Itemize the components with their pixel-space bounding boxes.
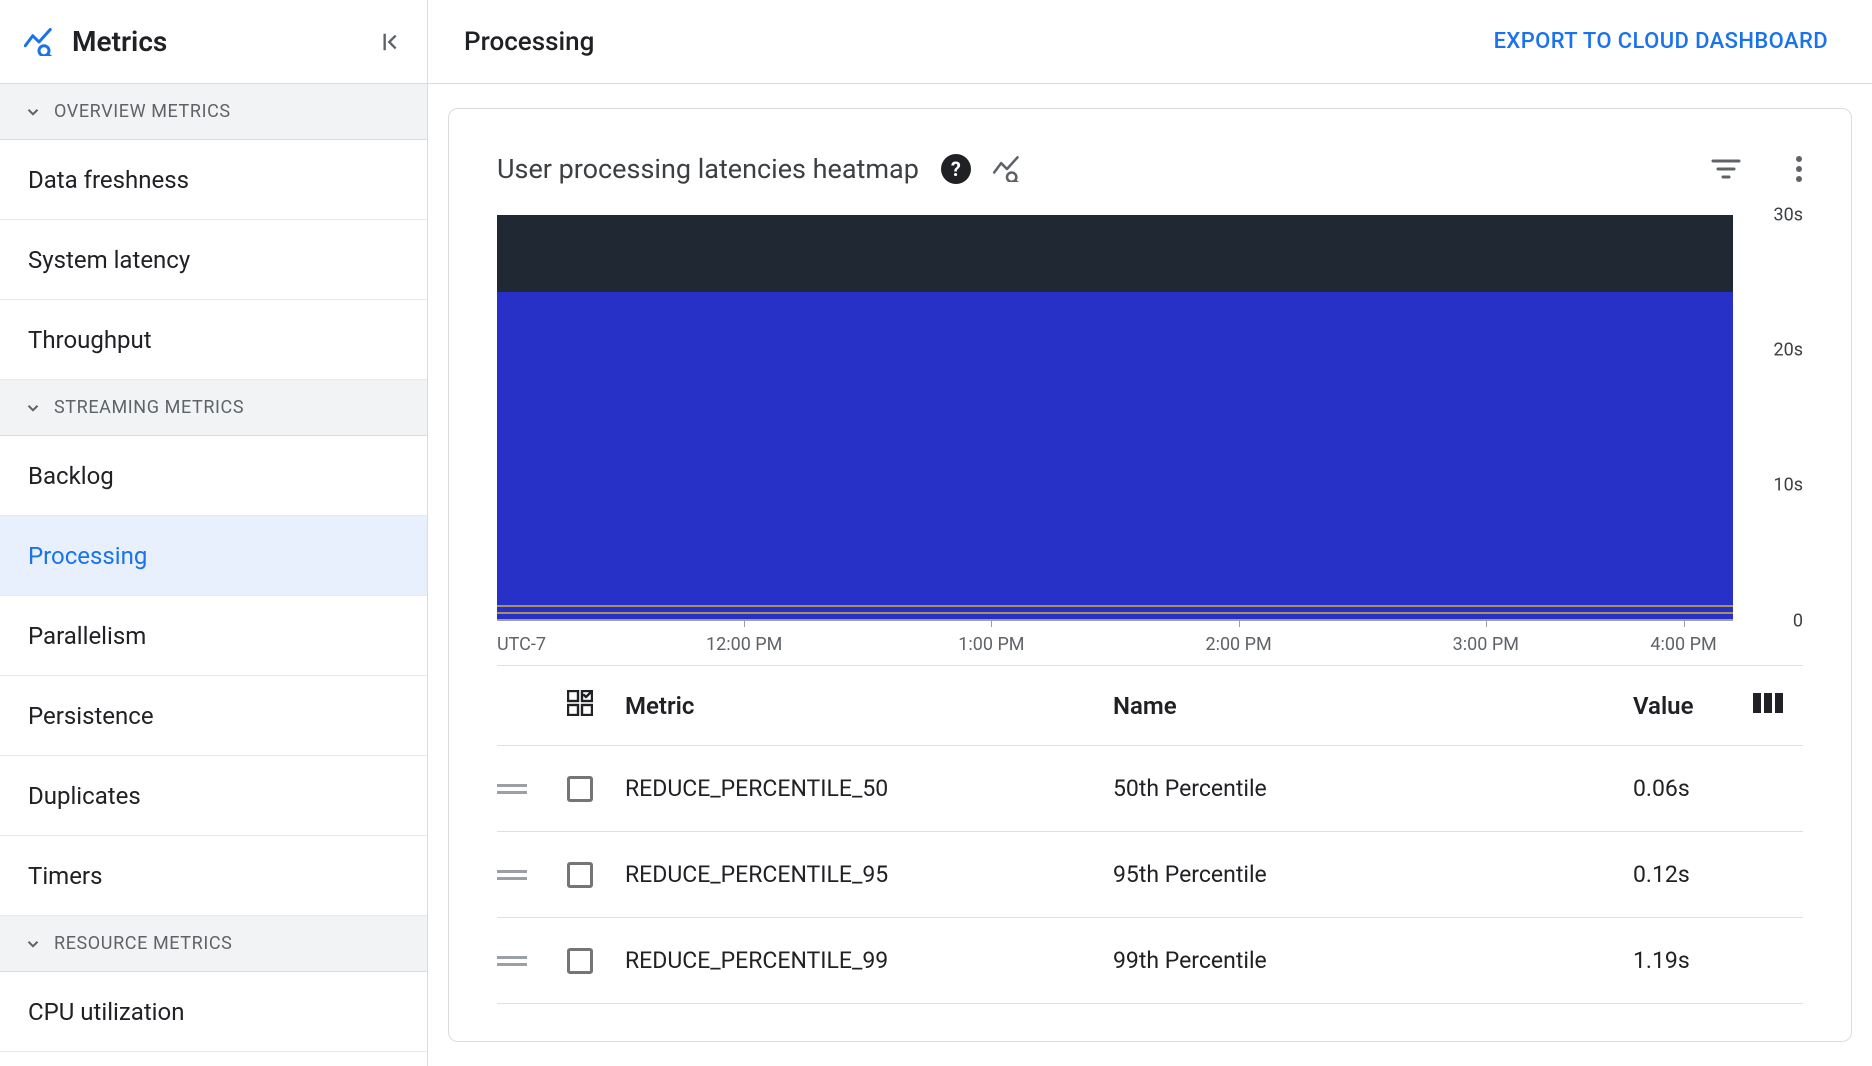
chart-x-label: 4:00 PM <box>1650 634 1716 655</box>
sidebar-section-header[interactable]: STREAMING METRICS <box>0 380 427 436</box>
sidebar-item-timers[interactable]: Timers <box>0 836 427 916</box>
sidebar-section-header[interactable]: RESOURCE METRICS <box>0 916 427 972</box>
drag-handle-icon[interactable] <box>497 784 527 794</box>
row-checkbox[interactable] <box>567 862 593 888</box>
column-header-name[interactable]: Name <box>1113 666 1633 746</box>
chevron-down-icon <box>24 935 42 953</box>
latency-card: User processing latencies heatmap ? <box>448 108 1852 1042</box>
chevron-down-icon <box>24 103 42 121</box>
export-to-dashboard-button[interactable]: EXPORT TO CLOUD DASHBOARD <box>1494 29 1828 54</box>
sidebar-section-header[interactable]: OVERVIEW METRICS <box>0 84 427 140</box>
cell-name: 99th Percentile <box>1113 918 1633 1004</box>
column-settings-icon[interactable] <box>1753 691 1783 715</box>
column-header-value[interactable]: Value <box>1633 666 1753 746</box>
chart-y-label: 0 <box>1793 611 1803 632</box>
metrics-logo-icon <box>24 28 54 56</box>
cell-value: 0.12s <box>1633 832 1753 918</box>
chart-x-label: 1:00 PM <box>958 634 1024 655</box>
cell-metric: REDUCE_PERCENTILE_95 <box>625 832 1113 918</box>
legend-filter-icon[interactable] <box>1711 157 1741 181</box>
chart-x-label: 2:00 PM <box>1205 634 1271 655</box>
sidebar-item-parallelism[interactable]: Parallelism <box>0 596 427 676</box>
chart-timezone-label: UTC-7 <box>497 634 546 655</box>
help-icon[interactable]: ? <box>941 154 971 184</box>
sidebar-item-persistence[interactable]: Persistence <box>0 676 427 756</box>
row-checkbox[interactable] <box>567 776 593 802</box>
sidebar-item-backlog[interactable]: Backlog <box>0 436 427 516</box>
select-all-grid-icon[interactable] <box>567 690 593 716</box>
cell-metric: REDUCE_PERCENTILE_99 <box>625 918 1113 1004</box>
card-title: User processing latencies heatmap <box>497 153 919 185</box>
sidebar-header: Metrics <box>0 0 427 84</box>
chevron-down-icon <box>24 399 42 417</box>
sidebar-section-label: STREAMING METRICS <box>54 397 244 418</box>
open-in-metrics-explorer-icon[interactable] <box>993 156 1021 182</box>
card-header: User processing latencies heatmap ? <box>497 153 1803 185</box>
table-row[interactable]: REDUCE_PERCENTILE_5050th Percentile0.06s <box>497 746 1803 832</box>
chart-y-label: 20s <box>1773 340 1803 361</box>
sidebar-item-duplicates[interactable]: Duplicates <box>0 756 427 836</box>
sidebar-item-data-freshness[interactable]: Data freshness <box>0 140 427 220</box>
main: Processing EXPORT TO CLOUD DASHBOARD Use… <box>428 0 1872 1066</box>
drag-handle-icon[interactable] <box>497 956 527 966</box>
sidebar-item-cpu-utilization[interactable]: CPU utilization <box>0 972 427 1052</box>
sidebar-item-processing[interactable]: Processing <box>0 516 427 596</box>
chart-y-label: 10s <box>1773 475 1803 496</box>
chart-x-label: 3:00 PM <box>1453 634 1519 655</box>
row-checkbox[interactable] <box>567 948 593 974</box>
sidebar-item-throughput[interactable]: Throughput <box>0 300 427 380</box>
sidebar-section-label: OVERVIEW METRICS <box>54 101 231 122</box>
cell-metric: REDUCE_PERCENTILE_50 <box>625 746 1113 832</box>
cell-value: 0.06s <box>1633 746 1753 832</box>
sidebar-section-label: RESOURCE METRICS <box>54 933 232 954</box>
cell-value: 1.19s <box>1633 918 1753 1004</box>
sidebar-item-system-latency[interactable]: System latency <box>0 220 427 300</box>
collapse-sidebar-icon[interactable] <box>381 31 403 53</box>
chart-x-label: 12:00 PM <box>706 634 782 655</box>
page-title: Processing <box>464 27 1494 57</box>
topbar: Processing EXPORT TO CLOUD DASHBOARD <box>428 0 1872 84</box>
latency-heatmap-chart[interactable]: 30s20s10s0UTC-712:00 PM1:00 PM2:00 PM3:0… <box>497 215 1803 655</box>
table-row[interactable]: REDUCE_PERCENTILE_9999th Percentile1.19s <box>497 918 1803 1004</box>
sidebar-title: Metrics <box>72 25 381 58</box>
more-options-icon[interactable] <box>1795 155 1803 183</box>
chart-y-label: 30s <box>1773 205 1803 226</box>
cell-name: 95th Percentile <box>1113 832 1633 918</box>
sidebar: Metrics OVERVIEW METRICS Data freshnessSy… <box>0 0 428 1066</box>
chart-plot-area <box>497 215 1733 621</box>
column-header-metric[interactable]: Metric <box>625 666 1113 746</box>
cell-name: 50th Percentile <box>1113 746 1633 832</box>
table-row[interactable]: REDUCE_PERCENTILE_9595th Percentile0.12s <box>497 832 1803 918</box>
percentile-table: Metric Name Value <box>497 665 1803 1004</box>
drag-handle-icon[interactable] <box>497 870 527 880</box>
content-area: User processing latencies heatmap ? <box>428 84 1872 1066</box>
